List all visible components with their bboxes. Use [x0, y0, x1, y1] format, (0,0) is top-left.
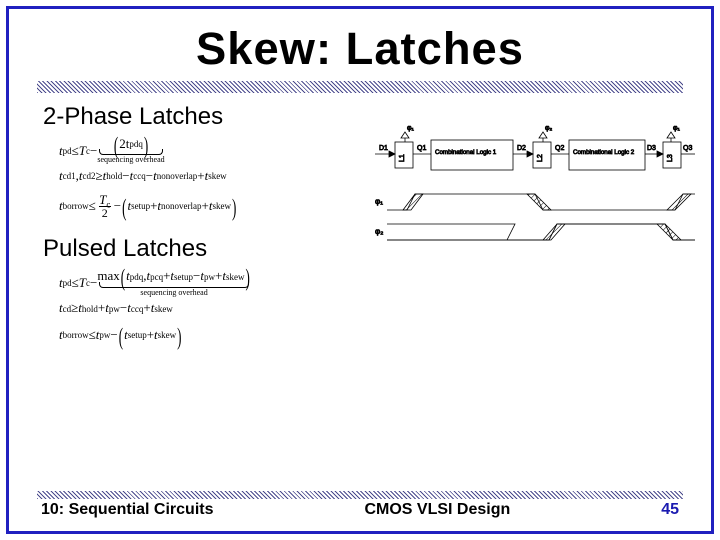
cl2-label: Combinational Logic 2: [573, 149, 635, 156]
phi1-label-r: φ₁: [673, 125, 681, 132]
phi1-label: φ₁: [407, 125, 415, 132]
paren: tsetup + tnonoverlap + tskew: [121, 199, 237, 213]
title-underline: [37, 81, 683, 93]
sym: ≥: [96, 169, 103, 183]
sym: t: [209, 199, 213, 213]
sym: +: [147, 328, 154, 342]
slide-footer: 10: Sequential Circuits CMOS VLSI Design…: [9, 501, 711, 519]
wave-phi1: φ₁: [375, 197, 383, 206]
l1-label: L1: [399, 154, 406, 162]
latch-pipeline-diagram: φ₁ φ₂ φ₁ D1 L1 Q1 Combinational Logic 1: [375, 122, 695, 262]
sym: ≤: [72, 276, 79, 290]
sym: ≥: [71, 301, 78, 315]
cl1-label: Combinational Logic 1: [435, 149, 497, 156]
l2-label: L2: [537, 154, 544, 162]
eq-pl-1: tpd ≤ Tc − max tpdq , tpcq + tsetup − tp…: [59, 269, 711, 297]
d2-label: D2: [517, 145, 526, 152]
eq-pl-2: tcd ≥ thold + tpw − tccq + tskew: [59, 301, 711, 315]
sym: ≤: [89, 199, 96, 213]
underbrace: max tpdq , tpcq + tsetup − tpw + tskew: [97, 269, 250, 297]
underbrace: 2tpdq sequencing overhead: [97, 137, 164, 165]
sym: ≤: [89, 328, 96, 342]
sym: +: [143, 301, 150, 315]
footer-left: 10: Sequential Circuits: [41, 501, 214, 519]
d3-label: D3: [647, 145, 656, 152]
sym: T: [79, 144, 86, 158]
sym: T: [79, 276, 86, 290]
q1-label: Q1: [417, 145, 426, 152]
phi2-label: φ₂: [545, 125, 553, 132]
slide-title: Skew: Latches: [9, 9, 711, 75]
wave-phi2: φ₂: [375, 227, 383, 236]
sym: +: [202, 199, 209, 213]
d1-label: D1: [379, 145, 388, 152]
sym: 2: [99, 206, 111, 219]
q3-label: Q3: [683, 145, 692, 152]
diagram-svg: φ₁ φ₂ φ₁ D1 L1 Q1 Combinational Logic 1: [375, 122, 695, 262]
footer-right: 45: [661, 501, 679, 519]
brace-label: sequencing overhead: [97, 156, 164, 165]
brace-label: sequencing overhead: [140, 289, 207, 298]
footer-rule: [37, 491, 683, 499]
sym: −: [146, 169, 153, 183]
sym: −: [122, 169, 129, 183]
l3-label: L3: [667, 154, 674, 162]
sym: +: [98, 301, 105, 315]
slide-frame: Skew: Latches 2-Phase Latches tpd ≤ Tc −…: [6, 6, 714, 534]
paren: tsetup + tskew: [118, 328, 183, 342]
sym: −: [90, 144, 97, 158]
fraction: Tc 2: [99, 193, 111, 219]
sym: +: [150, 199, 157, 213]
footer-center: CMOS VLSI Design: [364, 501, 510, 519]
sym: −: [90, 276, 97, 290]
sym: −: [120, 301, 127, 315]
sym: t: [79, 169, 83, 183]
sym: +: [197, 169, 204, 183]
sym: ≤: [72, 144, 79, 158]
q2-label: Q2: [555, 145, 564, 152]
equations-pulsed: tpd ≤ Tc − max tpdq , tpcq + tsetup − tp…: [9, 263, 711, 342]
sym: −: [110, 328, 117, 342]
sym: −: [114, 199, 121, 213]
eq-pl-3: tborrow ≤ tpw − tsetup + tskew: [59, 328, 711, 342]
